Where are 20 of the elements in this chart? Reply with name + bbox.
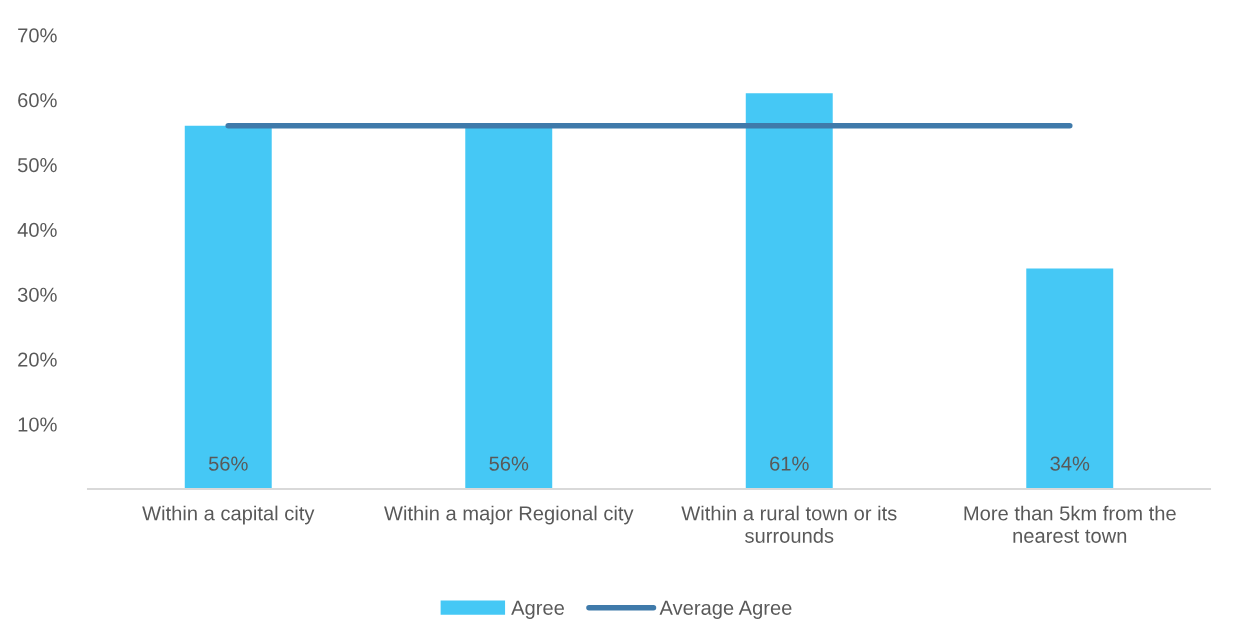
data-label: 56% [489, 456, 529, 471]
y-tick-label: 20% [18, 352, 57, 367]
y-tick-label: 40% [17, 222, 57, 238]
data-label: 56% [208, 456, 248, 471]
x-tick-label: Within a capital city [142, 505, 315, 525]
y-tick-label: 30% [17, 287, 57, 302]
data-label: 34% [1050, 456, 1090, 471]
x-tick-label: Within a rural town or its surrounds [681, 505, 897, 543]
x-tick-label: More than 5km from the nearest town [964, 505, 1176, 543]
y-tick-label: 60% [18, 93, 57, 108]
bar [184, 125, 272, 489]
bar [1026, 268, 1114, 489]
y-tick-label: 10% [18, 417, 57, 432]
y-tick-label: 50% [17, 157, 57, 173]
bar [745, 93, 833, 489]
legend-label: Average Agree [659, 600, 792, 619]
legend-label: Agree [511, 600, 564, 619]
y-tick-label: 70% [18, 28, 57, 43]
x-tick-label: Within a major Regional city [384, 505, 634, 525]
data-label: 61% [770, 456, 809, 471]
